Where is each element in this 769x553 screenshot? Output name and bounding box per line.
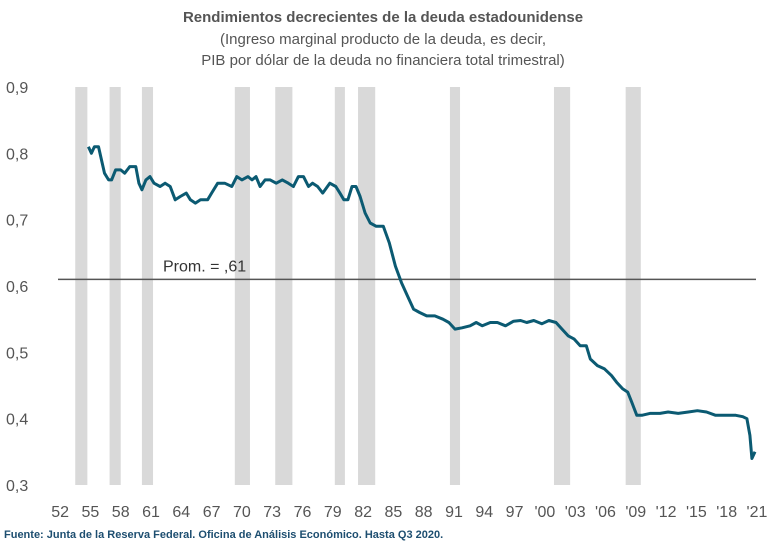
x-tick-label: 73 xyxy=(263,504,281,521)
x-tick-label: '09 xyxy=(625,504,646,521)
y-tick-label: 0,3 xyxy=(6,478,28,495)
x-tick-label: '15 xyxy=(686,504,707,521)
y-tick-label: 0,9 xyxy=(6,80,28,97)
x-tick-label: 94 xyxy=(475,504,493,521)
y-tick-label: 0,6 xyxy=(6,279,28,296)
y-tick-label: 0,7 xyxy=(6,213,28,230)
recession-band xyxy=(334,87,345,485)
x-tick-label: '21 xyxy=(747,504,768,521)
x-tick-label: 52 xyxy=(51,504,69,521)
recession-band xyxy=(75,87,88,485)
average-label: Prom. = ,61 xyxy=(163,258,246,275)
recession-band xyxy=(234,87,250,485)
data-line xyxy=(87,145,757,460)
recession-band xyxy=(358,87,376,485)
x-tick-label: '03 xyxy=(565,504,586,521)
x-tick-label: 82 xyxy=(354,504,372,521)
x-tick-label: 61 xyxy=(142,504,160,521)
chart-subtitle: PIB por dólar de la deuda no financiera … xyxy=(201,52,565,69)
x-tick-label: 55 xyxy=(81,504,99,521)
x-tick-label: '06 xyxy=(595,504,616,521)
y-tick-label: 0,4 xyxy=(6,412,28,429)
y-tick-label: 0,5 xyxy=(6,345,28,362)
x-tick-label: 91 xyxy=(445,504,463,521)
x-tick-label: 88 xyxy=(415,504,433,521)
recession-band xyxy=(553,87,571,485)
x-tick-label: 79 xyxy=(324,504,342,521)
recession-band xyxy=(449,87,461,485)
recession-band xyxy=(109,87,121,485)
x-tick-label: '18 xyxy=(716,504,737,521)
x-tick-label: 97 xyxy=(506,504,524,521)
y-tick-label: 0,8 xyxy=(6,146,28,163)
source-note: Fuente: Junta de la Reserva Federal. Ofi… xyxy=(4,529,443,541)
x-tick-label: 76 xyxy=(294,504,312,521)
chart-title: Rendimientos decrecientes de la deuda es… xyxy=(183,9,583,26)
x-tick-label: '00 xyxy=(534,504,555,521)
recession-band xyxy=(275,87,293,485)
x-tick-label: 70 xyxy=(233,504,251,521)
x-tick-label: '12 xyxy=(656,504,677,521)
recession-band xyxy=(625,87,641,485)
x-tick-label: 58 xyxy=(112,504,130,521)
x-tick-label: 85 xyxy=(384,504,402,521)
x-tick-label: 64 xyxy=(172,504,190,521)
x-tick-label: 67 xyxy=(203,504,221,521)
chart-subtitle: (Ingreso marginal producto de la deuda, … xyxy=(220,31,546,48)
recession-band xyxy=(141,87,154,485)
